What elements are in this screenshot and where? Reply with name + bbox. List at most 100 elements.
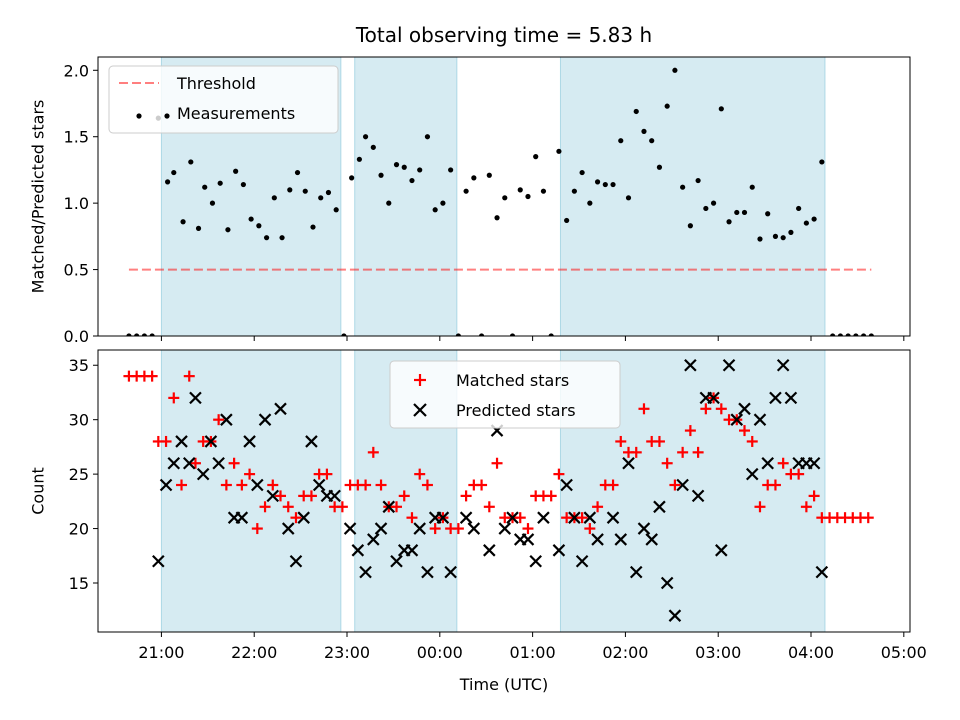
matched-star-marker-63 — [607, 479, 619, 491]
matched-star-marker-20 — [275, 490, 287, 502]
measurement-point-14 — [233, 168, 239, 174]
measurement-point-43 — [455, 333, 461, 336]
matched-star-marker-64 — [615, 435, 627, 447]
measurement-point-84 — [772, 233, 779, 239]
top-observing-window-1 — [354, 57, 458, 336]
matched-star-marker-46 — [476, 479, 488, 491]
matched-star-marker-14 — [228, 457, 240, 469]
matched-star-marker-24 — [305, 490, 317, 502]
predicted-star-marker-12 — [243, 435, 256, 448]
predicted-star-marker-15 — [266, 489, 280, 503]
predicted-star-marker-23 — [328, 489, 341, 503]
matched-star-marker-12 — [213, 414, 225, 426]
measurement-point-32 — [370, 144, 376, 150]
matched-star-marker-36 — [398, 490, 410, 502]
matched-star-marker-69 — [653, 435, 665, 447]
measurement-point-35 — [393, 162, 400, 168]
measurement-point-44 — [463, 188, 469, 194]
predicted-star-marker-42 — [498, 522, 512, 535]
measurement-point-36 — [401, 164, 407, 170]
predicted-star-marker-1 — [159, 478, 173, 492]
top-y-axis-label: Matched/Predicted stars — [29, 100, 48, 294]
measurement-point-18 — [263, 235, 270, 241]
predicted-star-marker-29 — [382, 500, 396, 514]
matched-star-marker-87 — [793, 468, 805, 480]
measurement-point-90 — [819, 159, 825, 165]
measurement-point-77 — [718, 106, 724, 112]
matched-star-marker-66 — [630, 446, 642, 458]
measurement-point-68 — [649, 138, 655, 144]
measurement-point-50 — [509, 333, 516, 336]
measurement-point-11 — [209, 200, 216, 206]
top-observing-window-2 — [559, 57, 826, 336]
predicted-star-marker-16 — [274, 402, 287, 416]
measurement-point-74 — [695, 177, 701, 184]
predicted-star-marker-21 — [312, 478, 326, 492]
predicted-star-marker-30 — [390, 554, 403, 568]
x-tick-label-1: 22:00 — [231, 643, 277, 662]
predicted-star-marker-63 — [676, 478, 689, 492]
predicted-star-marker-0 — [152, 554, 165, 568]
x-tick-label-8: 05:00 — [881, 643, 927, 662]
matched-star-marker-21 — [282, 501, 294, 513]
legend-matched-swatch — [414, 374, 426, 386]
measurement-point-15 — [240, 181, 246, 188]
bottom-y-tick-label-0: 15 — [69, 574, 89, 593]
x-tick-label-0: 21:00 — [138, 643, 184, 662]
matched-star-marker-70 — [661, 457, 673, 469]
chart-title: Total observing time = 5.83 h — [355, 23, 652, 47]
measurement-point-20 — [279, 235, 285, 241]
measurement-point-42 — [448, 167, 454, 173]
measurement-point-76 — [710, 200, 717, 206]
measurement-point-66 — [633, 108, 639, 115]
measurement-point-3 — [149, 333, 155, 336]
matched-star-marker-84 — [769, 479, 781, 491]
measurement-point-7 — [180, 219, 186, 225]
predicted-star-marker-46 — [529, 554, 542, 568]
x-tick-label-5: 02:00 — [602, 643, 648, 662]
measurement-point-64 — [618, 138, 624, 144]
matched-star-marker-55 — [545, 490, 557, 502]
predicted-star-marker-50 — [568, 511, 581, 524]
predicted-star-marker-56 — [622, 456, 635, 470]
measurement-point-58 — [571, 188, 577, 194]
matched-star-marker-13 — [220, 479, 232, 491]
measurement-point-55 — [548, 333, 554, 336]
measurement-point-10 — [202, 184, 208, 190]
measurement-point-28 — [341, 333, 347, 336]
predicted-star-marker-39 — [467, 522, 481, 535]
measurement-point-27 — [333, 207, 339, 213]
top-x-ticks — [160, 336, 905, 341]
predicted-star-markers — [152, 358, 829, 622]
measurement-point-83 — [765, 211, 771, 217]
matched-star-marker-38 — [414, 468, 426, 480]
measurement-point-17 — [256, 223, 262, 229]
measurement-point-59 — [579, 169, 585, 176]
predicted-star-marker-72 — [745, 467, 759, 481]
top-y-tick-label-0: 0.0 — [64, 327, 89, 346]
top-y-ticks: 0.0 0.5 1.0 1.5 2.0 — [64, 61, 98, 346]
x-axis-label: Time (UTC) — [459, 675, 548, 694]
legend-threshold-label: Threshold — [176, 74, 256, 93]
x-tick-label-2: 23:00 — [324, 643, 370, 662]
matched-star-marker-33 — [375, 479, 387, 491]
predicted-star-marker-64 — [684, 358, 697, 372]
x-tick-label-7: 04:00 — [788, 643, 834, 662]
matched-star-marker-71 — [669, 479, 681, 491]
matched-star-marker-17 — [251, 523, 263, 535]
predicted-star-marker-73 — [753, 413, 767, 426]
predicted-star-marker-38 — [459, 511, 473, 524]
predicted-star-marker-81 — [815, 565, 829, 579]
matched-star-marker-22 — [290, 512, 302, 524]
measurement-point-33 — [378, 172, 384, 178]
matched-star-marker-8 — [183, 370, 195, 382]
measurement-point-34 — [386, 200, 392, 206]
measurement-point-1 — [134, 333, 140, 336]
predicted-star-marker-20 — [305, 435, 318, 448]
measurement-point-71 — [672, 67, 678, 73]
predicted-star-marker-26 — [359, 565, 372, 579]
top-legend: Threshold Measurements — [108, 65, 339, 134]
measurement-point-21 — [287, 187, 293, 193]
measurement-point-51 — [517, 187, 523, 193]
